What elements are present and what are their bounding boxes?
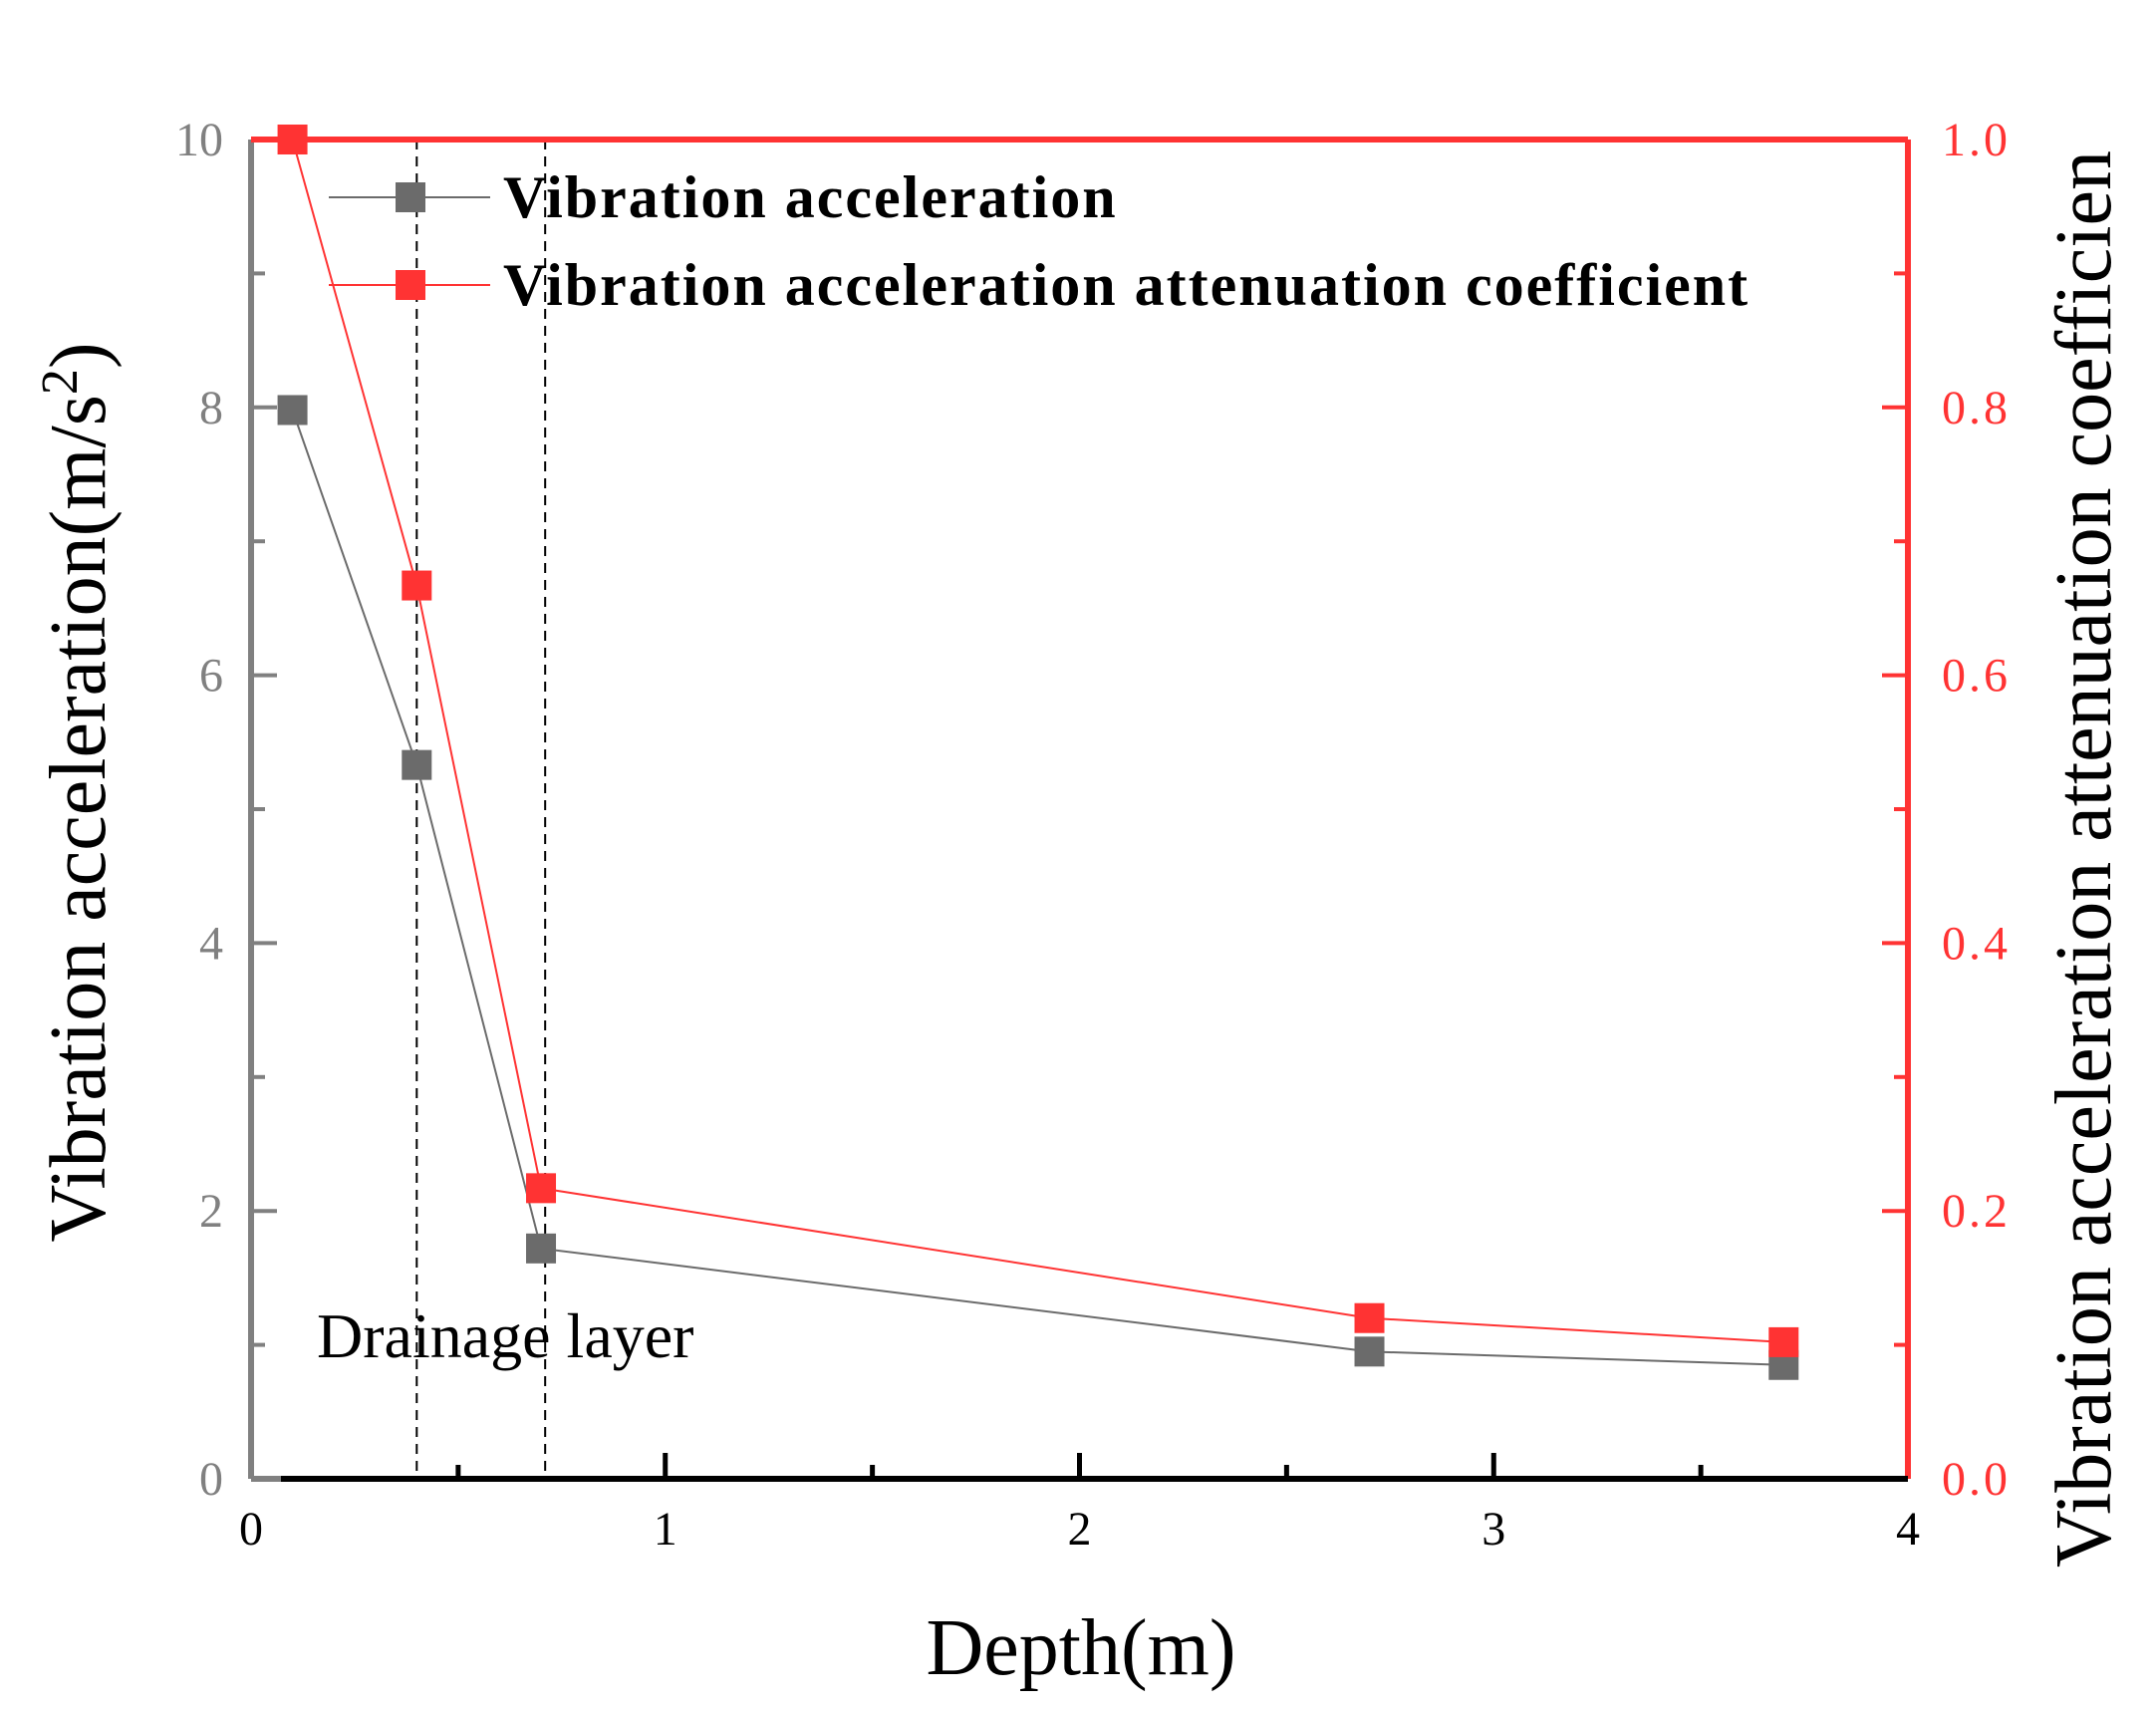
- y-right-tick-label: 0.6: [1942, 650, 2011, 703]
- legend-marker: [396, 270, 425, 300]
- y-axis-right-title: Vibration acceleration attenuation coeff…: [2040, 150, 2128, 1568]
- x-tick-label: 0: [239, 1503, 263, 1556]
- reference-lines: [415, 140, 547, 1479]
- data-point-marker: [1354, 1302, 1385, 1333]
- y-right-tick-label: 0.0: [1942, 1453, 2011, 1506]
- x-tick-label: 2: [1068, 1503, 1092, 1556]
- drainage-layer-annotation: Drainage layer: [317, 1300, 693, 1371]
- data-point-marker: [402, 749, 432, 780]
- data-point-marker: [526, 1233, 557, 1264]
- data-point-marker: [402, 570, 432, 601]
- y-left-tick-label: 6: [199, 650, 223, 703]
- x-axis-title: Depth(m): [926, 1604, 1235, 1692]
- y-right-tick-label: 0.4: [1942, 917, 2011, 970]
- series-line: [291, 139, 1784, 1343]
- x-tick-label: 1: [654, 1503, 677, 1556]
- y-axis-left-title-main: Vibration acceleration(m/s: [35, 395, 123, 1242]
- data-point-marker: [1768, 1326, 1799, 1357]
- legend-label: Vibration acceleration: [503, 164, 1118, 230]
- legend-item-2: Vibration acceleration attenuation coeff…: [329, 252, 1750, 318]
- series-1: [277, 395, 1799, 1380]
- y-right-tick-label: 1.0: [1942, 114, 2011, 166]
- y-left-tick-label: 4: [199, 917, 223, 970]
- y-right-tick-label: 0.2: [1942, 1185, 2011, 1238]
- y-left-tick-label: 10: [175, 114, 223, 166]
- series-2: [277, 125, 1799, 1357]
- y-axis-left-title-close: ): [35, 342, 123, 369]
- legend-item-1: Vibration acceleration: [329, 164, 1118, 230]
- y-left-tick-label: 2: [199, 1185, 223, 1238]
- series-line: [291, 410, 1784, 1366]
- ticks-layer: [251, 271, 1908, 1482]
- legend-label: Vibration acceleration attenuation coeff…: [503, 252, 1750, 318]
- y-left-tick-label: 0: [199, 1453, 223, 1506]
- y-right-tick-label: 0.8: [1942, 382, 2011, 434]
- tick-labels: 0 1 2 3 4 0 2 4 6 8 10 0.0 0.2 0.4 0.6 0.8 1.0: [175, 114, 2011, 1556]
- axes-layer: [248, 137, 1911, 1482]
- y-axis-left-title-superscript: 2: [32, 369, 89, 395]
- legend: Vibration acceleration Vibration accelera…: [329, 164, 1750, 318]
- series-layer: [277, 125, 1799, 1380]
- data-point-marker: [526, 1173, 557, 1204]
- y-left-tick-label: 8: [199, 382, 223, 434]
- y-axis-left-title: Vibration acceleration(m/s2): [32, 342, 124, 1242]
- x-tick-label: 4: [1896, 1503, 1920, 1556]
- data-point-marker: [277, 395, 308, 426]
- x-tick-label: 3: [1482, 1503, 1505, 1556]
- legend-marker: [396, 182, 425, 212]
- data-point-marker: [1354, 1336, 1385, 1367]
